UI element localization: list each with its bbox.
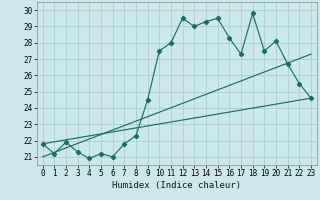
X-axis label: Humidex (Indice chaleur): Humidex (Indice chaleur) [112, 181, 241, 190]
